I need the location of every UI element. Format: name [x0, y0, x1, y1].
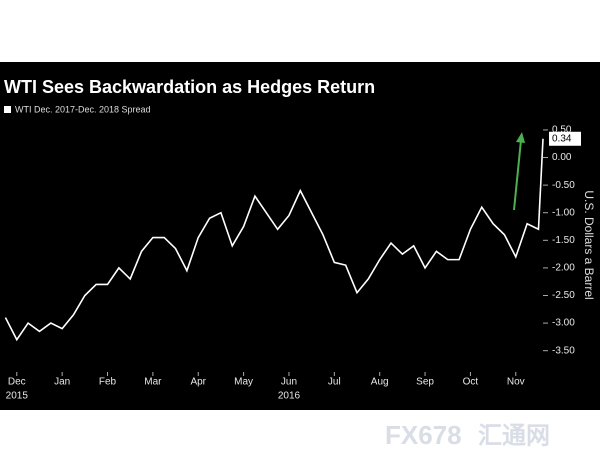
x-tick-label: Nov	[507, 377, 525, 388]
x-tick-label: Jun	[281, 377, 297, 388]
annotation-arrow-head	[516, 132, 525, 143]
y-tick-label: -3.50	[552, 345, 575, 356]
x-tick-label: Oct	[463, 377, 479, 388]
y-tick-label: -3.00	[552, 318, 575, 329]
x-tick-label: Dec	[8, 377, 26, 388]
chart-background	[0, 62, 600, 410]
legend-swatch	[4, 106, 11, 113]
y-tick-label: -1.50	[552, 235, 575, 246]
y-tick-label: -0.50	[552, 180, 575, 191]
data-line	[4, 138, 544, 342]
y-tick-label: -2.50	[552, 290, 575, 301]
x-tick-label: Aug	[371, 377, 389, 388]
y-axis-label: U.S. Dollars a Barrel	[582, 190, 596, 299]
legend-label: WTI Dec. 2017-Dec. 2018 Spread	[15, 104, 151, 114]
watermark-name: 汇通网	[478, 422, 550, 449]
x-tick-label: Feb	[99, 377, 117, 388]
last-value-label: 0.34	[552, 133, 572, 144]
annotation-arrow	[513, 139, 522, 211]
y-tick-label: -2.00	[552, 263, 575, 274]
y-tick-label: -1.00	[552, 207, 575, 218]
chart-title: WTI Sees Backwardation as Hedges Return	[4, 77, 375, 97]
x-tick-label: Sep	[416, 377, 434, 388]
x-tick-label: Jan	[54, 377, 70, 388]
x-year-label: 2015	[6, 391, 29, 402]
x-tick-label: May	[234, 377, 253, 388]
x-tick-label: Mar	[144, 377, 162, 388]
x-tick-label: Jul	[328, 377, 341, 388]
last-value-box	[549, 131, 581, 146]
x-tick-label: Apr	[190, 377, 206, 388]
watermark-brand: FX678	[385, 420, 462, 450]
y-tick-label: 0.00	[552, 152, 572, 163]
x-year-label: 2016	[278, 391, 301, 402]
y-tick-label: 0.50	[552, 125, 572, 136]
